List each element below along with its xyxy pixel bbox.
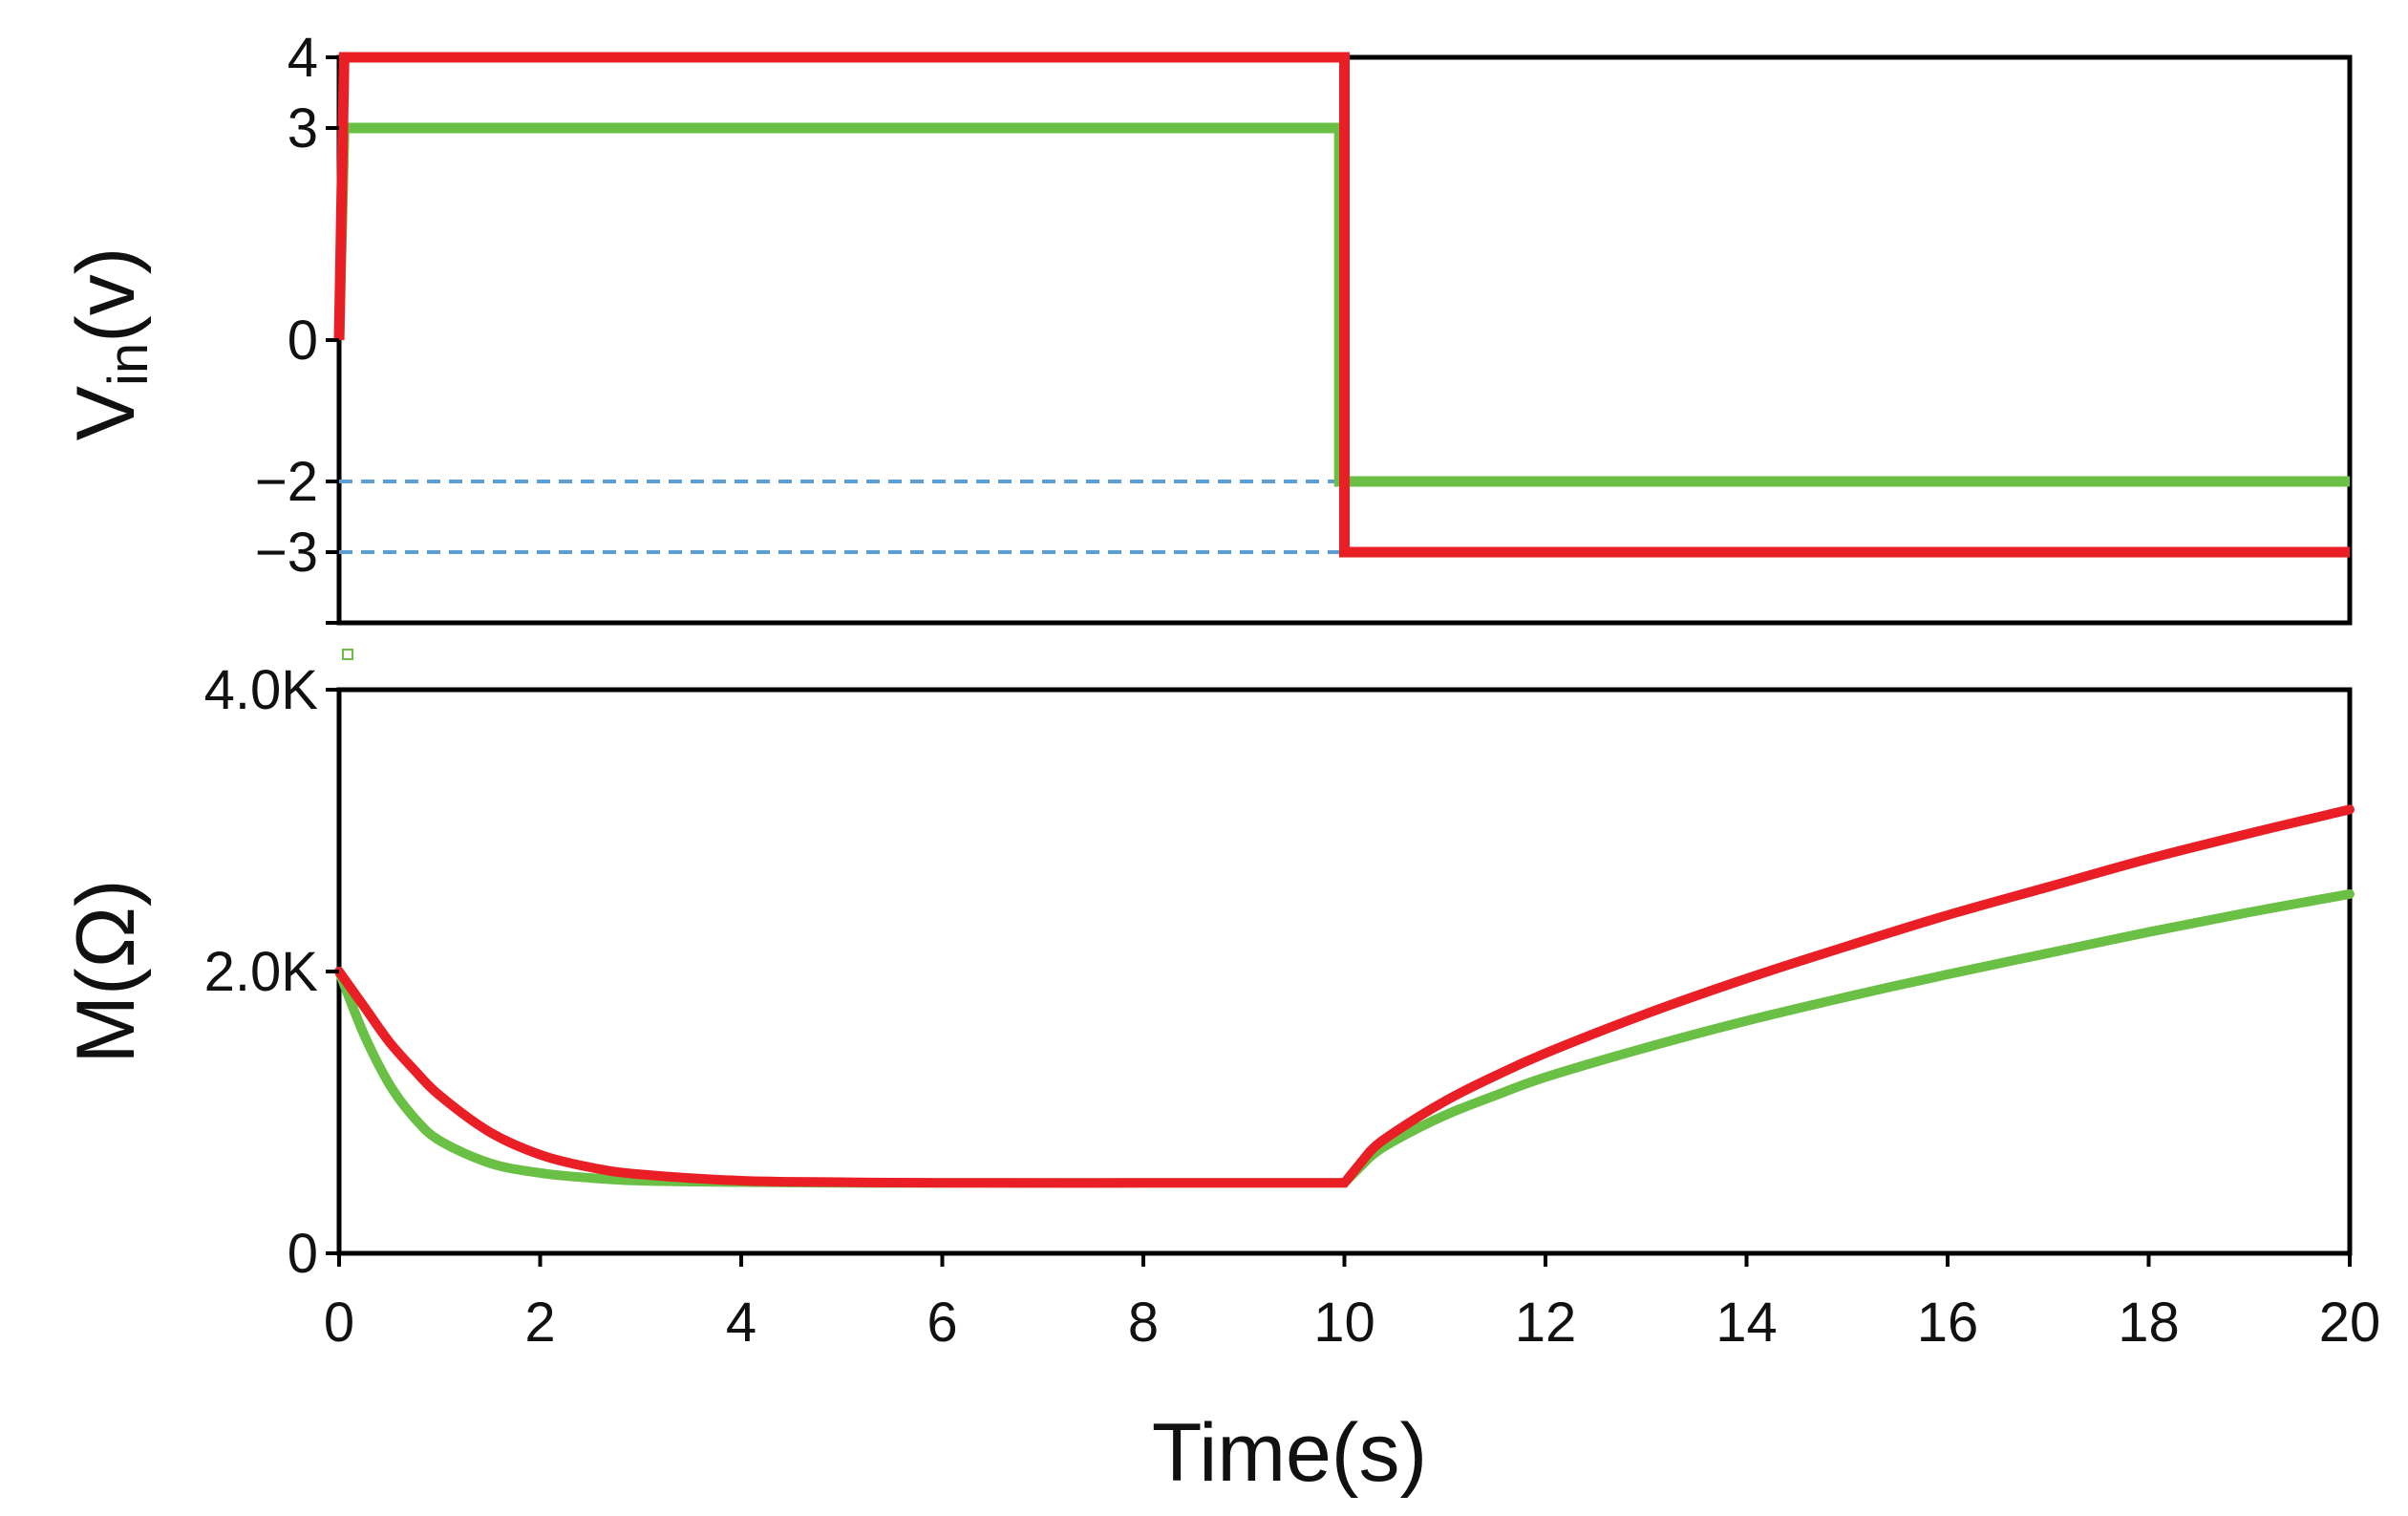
- time-x-tick-label: 10: [1313, 1292, 1375, 1354]
- time-x-axis-title: Time(s): [1152, 1407, 1427, 1499]
- time-x-ticks: 0 2 4 6 8 10 12 14 16 18 20: [324, 1253, 2380, 1354]
- time-x-tick-label: 2: [524, 1292, 555, 1354]
- time-x-tick-label: 18: [2118, 1292, 2180, 1354]
- voltage-y-axis-title: Vin(v): [60, 247, 160, 441]
- memristance-y-tick-label: 2.0K: [204, 941, 319, 1003]
- memristance-series-line: [334, 888, 2355, 1188]
- voltage-y-tick-label: −3: [255, 522, 318, 584]
- marker-square-icon: [342, 649, 353, 660]
- time-x-tick-label: 4: [726, 1292, 756, 1354]
- voltage-y-tick-label: −2: [255, 451, 318, 513]
- voltage-y-ticks: 4 3 0 −2 −3: [255, 27, 339, 625]
- time-x-tick-label: 0: [324, 1292, 354, 1354]
- voltage-series: [333, 52, 2350, 558]
- memristance-series-line: [334, 804, 2355, 1188]
- time-x-tick-label: 20: [2319, 1292, 2381, 1354]
- time-x-tick-label: 6: [927, 1292, 957, 1354]
- voltage-panel: 4 3 0 −2 −3 Vin(v): [60, 27, 2353, 626]
- memristance-plot-frame: [336, 687, 2353, 1256]
- voltage-y-tick-label: 3: [288, 97, 318, 160]
- memristance-y-tick-label: 4.0K: [204, 659, 319, 721]
- memristance-y-axis-title: M(Ω): [60, 879, 152, 1063]
- time-x-tick-label: 12: [1515, 1292, 1577, 1354]
- memristance-y-tick-label: 0: [288, 1223, 318, 1285]
- voltage-series-line: [333, 52, 2350, 558]
- time-x-tick-label: 14: [1715, 1292, 1778, 1354]
- memristance-series: [334, 804, 2355, 1188]
- voltage-y-tick-label: 4: [288, 27, 318, 89]
- memristance-panel: 0 2.0K 4.0K 0 2 4 6 8 10 12 14 16 18 20 M(Ω) Time(s): [60, 659, 2380, 1499]
- memristance-y-ticks: 0 2.0K 4.0K: [204, 659, 339, 1285]
- time-x-tick-label: 8: [1128, 1292, 1159, 1354]
- voltage-y-tick-label: 0: [288, 310, 318, 372]
- voltage-reference-lines: [339, 480, 1345, 554]
- time-x-tick-label: 16: [1917, 1292, 1979, 1354]
